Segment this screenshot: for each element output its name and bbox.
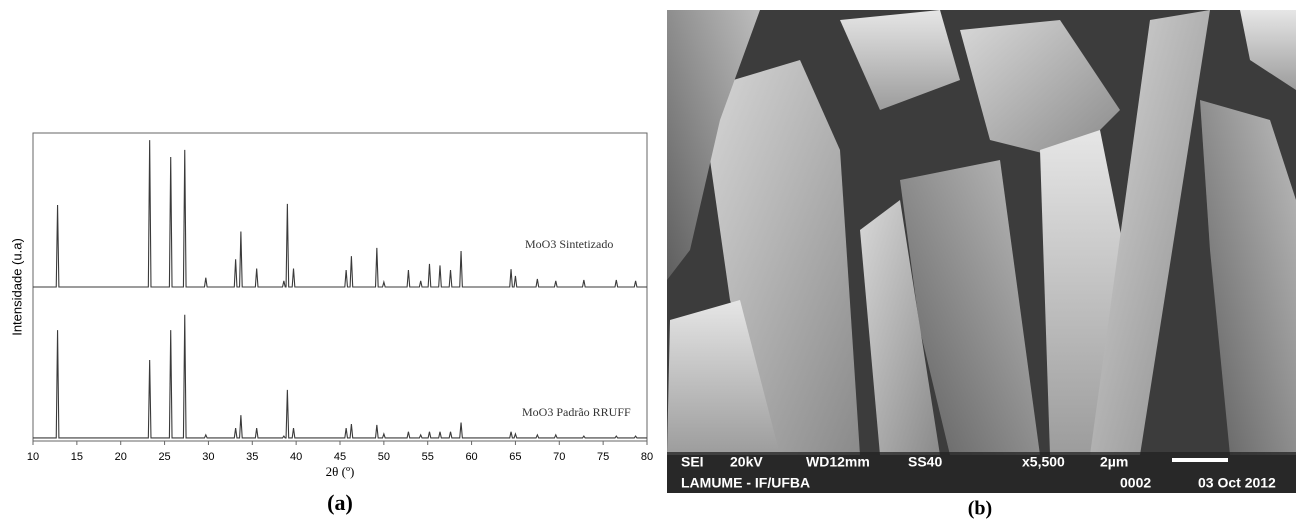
sem-info: 03 Oct 2012 [1198,475,1276,491]
panel-label: (a) [327,490,353,515]
sem-image [667,10,1296,493]
x-tick-label: 10 [27,451,39,463]
series-line [33,315,647,438]
series-label: MoO3 Sintetizado [525,237,613,251]
sem-info: SS40 [908,454,942,470]
sem-info: 20kV [730,454,763,470]
x-tick-label: 65 [509,451,521,463]
x-tick-label: 15 [71,451,83,463]
x-tick-label: 40 [290,451,302,463]
x-tick-label: 70 [553,451,565,463]
series-line [33,140,647,287]
figure: 10 15 20 25 30 35 40 45 50 55 60 65 70 75 80 2θ (º) Inte… [0,0,1296,519]
x-tick-label: 45 [334,451,346,463]
x-tick-label: 20 [115,451,127,463]
series-label: MoO3 Padrão RRUFF [522,405,631,419]
x-tick-label: 55 [422,451,434,463]
x-tick-label: 35 [246,451,258,463]
x-tick-label: 75 [597,451,609,463]
x-tick-label: 60 [465,451,477,463]
sem-info: x5,500 [1022,454,1065,470]
x-tick-label: 80 [641,451,653,463]
sem-info: LAMUME - IF/UFBA [681,475,810,491]
x-tick-label: 25 [158,451,170,463]
sem-info: SEI [681,454,704,470]
sem-info: WD12mm [806,454,870,470]
sem-info: 2µm [1100,454,1128,470]
sem-info: 0002 [1120,475,1151,491]
y-axis-label: Intensidade (u.a) [9,238,24,336]
x-tick-label: 50 [378,451,390,463]
x-tick-label: 30 [202,451,214,463]
panel-label: (b) [968,498,992,519]
x-axis-label: 2θ (º) [326,464,355,479]
